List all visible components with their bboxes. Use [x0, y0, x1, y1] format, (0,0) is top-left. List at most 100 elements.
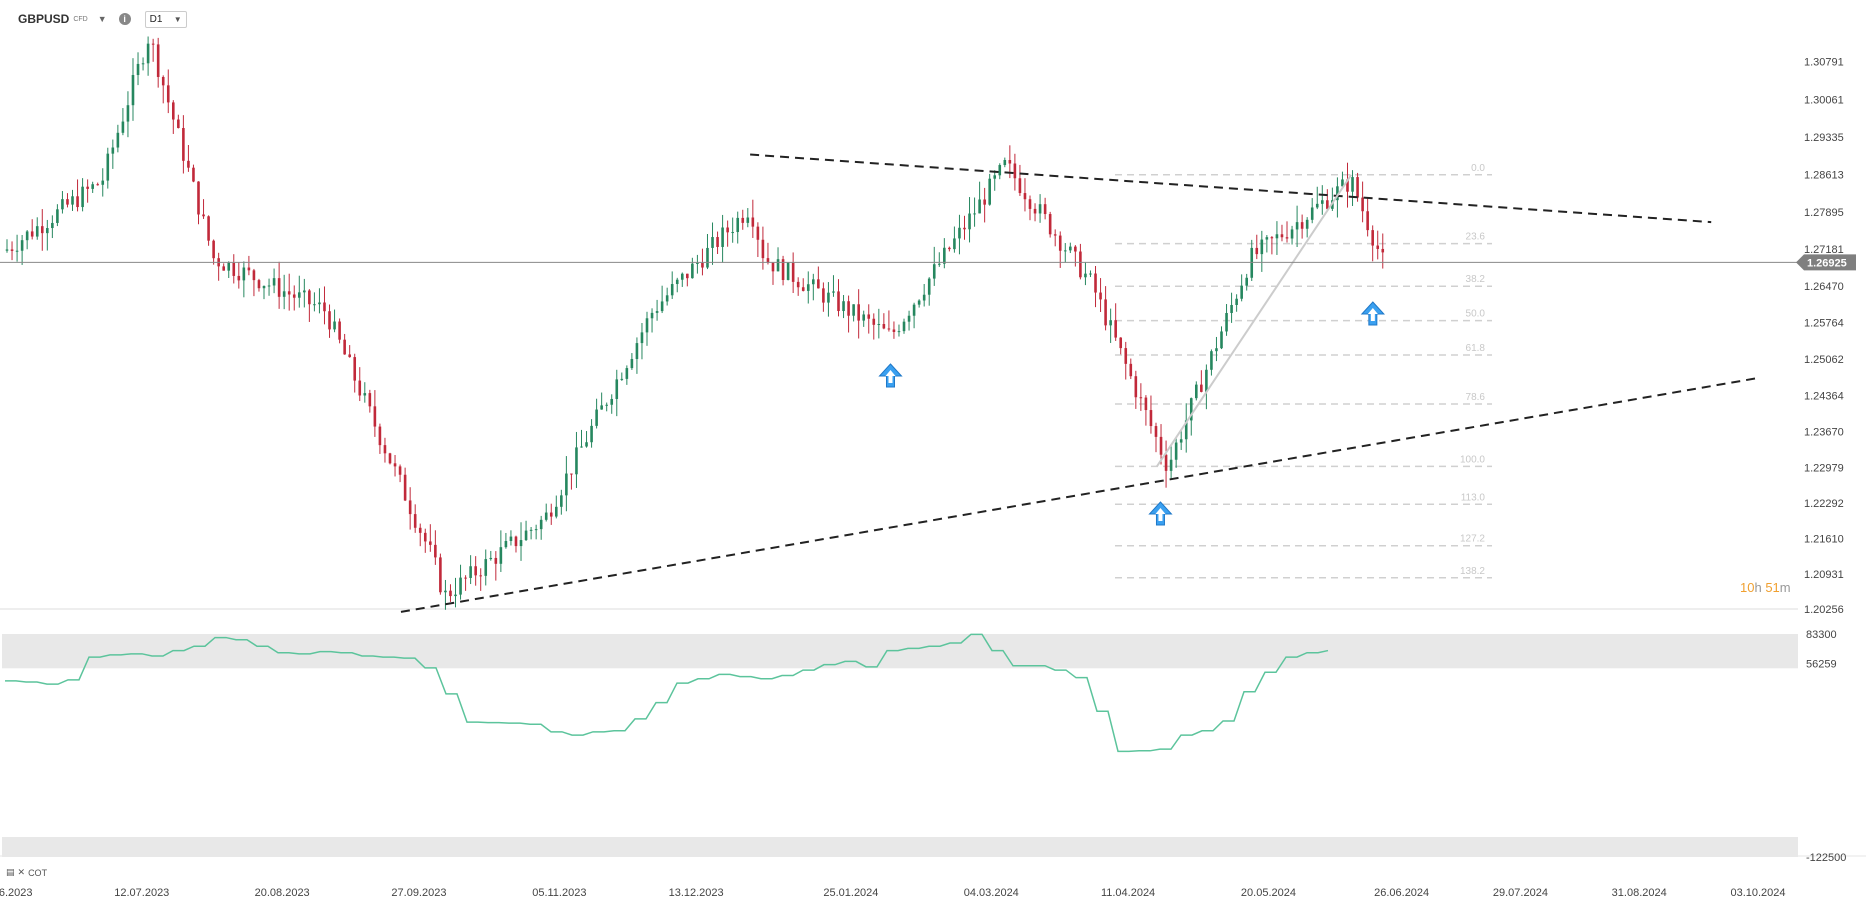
candle-body	[817, 279, 820, 289]
candle-body	[1351, 177, 1354, 192]
candle-body	[665, 295, 669, 302]
indicator-menu-icon[interactable]: ▤	[6, 867, 15, 877]
candle-body	[751, 217, 755, 227]
candle-body	[237, 275, 241, 281]
candle-body	[1169, 459, 1173, 471]
candle-body	[610, 398, 614, 405]
candle-body	[655, 311, 659, 313]
candle-body	[91, 184, 94, 189]
candle-body	[182, 128, 185, 161]
candle-body	[1270, 237, 1274, 239]
candle-body	[585, 442, 588, 447]
candle-body	[444, 590, 447, 593]
price-tick-label: 1.29335	[1804, 132, 1844, 144]
price-tick-label: 1.25764	[1804, 318, 1844, 330]
candle-body	[832, 291, 835, 293]
candle-body	[1305, 219, 1309, 229]
candle-body	[156, 44, 160, 77]
candle-body	[912, 304, 916, 316]
candle-body	[590, 425, 593, 443]
candle-body	[1200, 384, 1203, 392]
fib-level-label: 78.6	[1466, 392, 1486, 403]
fib-level-label: 61.8	[1466, 343, 1486, 354]
trendline-support	[400, 377, 1759, 613]
candle-body	[625, 368, 629, 379]
candle-body	[1134, 376, 1138, 398]
buy-arrow-icon	[1148, 501, 1173, 526]
date-tick-label: 11.04.2024	[1101, 887, 1155, 899]
candle-body	[872, 318, 876, 325]
date-tick-label: 04.06.2023	[0, 887, 33, 899]
candle-body	[877, 324, 881, 326]
candle-body	[1053, 234, 1057, 236]
candle-body	[499, 547, 503, 564]
candle-body	[761, 239, 765, 259]
candle-body	[96, 184, 100, 186]
candle-countdown: 10h 51m	[1740, 580, 1791, 595]
cot-lower-band	[2, 837, 1798, 857]
chart-header: GBPUSD CFD ▼ i D1 ▼	[18, 9, 187, 29]
candle-body	[1154, 426, 1158, 437]
candle-body	[232, 262, 236, 276]
candle-body	[620, 378, 624, 380]
candle-body	[35, 226, 39, 237]
indicator-close-icon[interactable]: ✕	[17, 867, 26, 877]
candle-body	[927, 278, 931, 295]
candle-body	[151, 43, 155, 45]
candle-body	[1129, 363, 1133, 377]
candle-body	[1240, 285, 1243, 299]
candle-body	[1300, 222, 1304, 229]
fib-level-label: 138.2	[1460, 566, 1485, 577]
candle-body	[464, 577, 467, 579]
candle-body	[177, 119, 180, 129]
candle-body	[524, 530, 528, 541]
candle-body	[736, 217, 740, 233]
price-tick-label: 1.21610	[1804, 534, 1844, 546]
candle-body	[812, 279, 815, 285]
fib-level-label: 50.0	[1466, 309, 1486, 320]
candle-body	[1356, 177, 1359, 198]
trendline-resistance	[750, 153, 1712, 224]
candle-body	[166, 85, 170, 103]
candle-body	[1023, 193, 1027, 200]
candle-body	[86, 186, 89, 189]
candle-body	[988, 178, 991, 205]
candle-body	[645, 318, 649, 333]
fib-level-label: 38.2	[1466, 274, 1486, 285]
candle-body	[297, 292, 301, 298]
candle-body	[338, 321, 341, 340]
fib-level-label: 0.0	[1471, 163, 1485, 174]
current-price-label: 1.26925	[1807, 257, 1847, 269]
info-icon[interactable]: i	[118, 13, 131, 25]
candle-body	[202, 214, 205, 217]
candle-body	[1265, 237, 1269, 240]
price-tick-label: 1.20931	[1804, 569, 1844, 581]
candle-body	[953, 238, 956, 250]
timer-hours-unit: h	[1754, 580, 1762, 595]
candle-body	[1139, 397, 1143, 399]
candle-body	[1063, 250, 1067, 252]
candle-body	[398, 466, 402, 475]
candle-body	[575, 447, 578, 475]
date-tick-label: 03.10.2024	[1730, 887, 1785, 899]
timeframe-select[interactable]: D1 ▼	[144, 10, 187, 28]
candle-body	[887, 328, 891, 330]
candle-body	[408, 500, 412, 515]
candle-body	[328, 311, 331, 330]
symbol-dropdown-icon[interactable]: ▼	[97, 14, 107, 24]
date-tick-label: 05.11.2023	[532, 887, 586, 899]
date-tick-label: 26.06.2024	[1374, 887, 1429, 899]
symbol-name[interactable]: GBPUSD	[18, 12, 70, 26]
candle-body	[1235, 298, 1238, 305]
candle-body	[257, 280, 261, 289]
candle-body	[686, 273, 689, 279]
candle-body	[489, 557, 493, 560]
candle-body	[1084, 273, 1087, 278]
candle-body	[282, 291, 286, 297]
candle-body	[56, 209, 59, 223]
candle-body	[1114, 320, 1117, 338]
price-tick-label: 1.23670	[1804, 427, 1844, 439]
symbol-type: CFD	[73, 15, 88, 23]
candle-body	[187, 160, 190, 168]
